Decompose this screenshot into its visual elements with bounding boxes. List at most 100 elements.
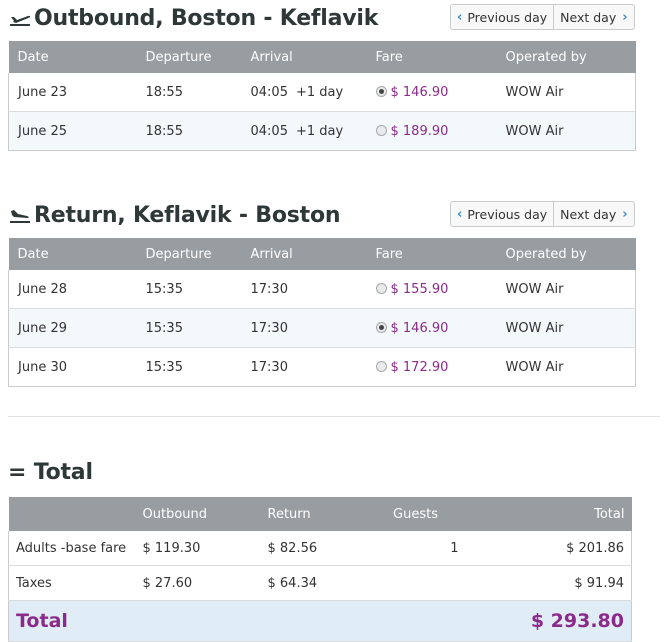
outbound-cell: $ 119.30 — [135, 531, 261, 566]
outbound-title: Outbound, Boston - Keflavik — [34, 5, 379, 31]
table-row: June 28 15:35 17:30 $ 155.90 WOW Air — [8, 270, 636, 309]
return-previous-day-button[interactable]: ‹ Previous day — [451, 202, 553, 226]
arrival-cell: 17:30 — [241, 270, 367, 309]
plane-takeoff-icon — [10, 15, 31, 26]
date-cell: June 29 — [8, 308, 137, 348]
col-fare: Fare — [366, 41, 497, 73]
operator-cell: WOW Air — [496, 308, 636, 348]
departure-cell: 15:35 — [136, 308, 242, 348]
date-cell: June 28 — [8, 270, 137, 309]
col-arrival: Arrival — [241, 238, 367, 270]
col-total: Total — [465, 497, 632, 531]
chevron-left-icon: ‹ — [457, 206, 463, 222]
grand-total-value: $ 293.80 — [365, 600, 632, 642]
outbound-cell: $ 27.60 — [135, 565, 261, 601]
table-row: June 25 18:55 04:05 +1 day $ 189.90 WOW A… — [8, 111, 636, 151]
outbound-day-nav: ‹ Previous day Next day › — [450, 4, 635, 30]
total-table: Outbound Return Guests Total Adults -bas… — [8, 497, 632, 642]
col-departure: Departure — [136, 41, 242, 73]
row-label: Taxes — [8, 565, 136, 601]
fare-price: $ 155.90 — [390, 281, 449, 297]
operator-cell: WOW Air — [496, 73, 636, 112]
fare-price: $ 189.90 — [390, 123, 449, 139]
col-return: Return — [260, 497, 366, 531]
grand-total-row: Total $ 293.80 — [8, 600, 632, 642]
return-heading: Return, Keflavik - Boston — [8, 199, 341, 231]
date-cell: June 25 — [8, 111, 137, 151]
guests-cell: 1 — [365, 531, 466, 566]
chevron-left-icon: ‹ — [457, 9, 463, 25]
departure-cell: 15:35 — [136, 347, 242, 387]
arrival-cell: 04:05 +1 day — [241, 111, 367, 151]
operator-cell: WOW Air — [496, 111, 636, 151]
fare-radio[interactable] — [375, 360, 387, 372]
fare-radio[interactable] — [375, 124, 387, 136]
table-row: Adults -base fare $ 119.30 $ 82.56 1 $ 2… — [8, 531, 632, 566]
arrival-cell: 17:30 — [241, 347, 367, 387]
arrival-time: 04:05 — [250, 84, 288, 100]
outbound-previous-day-button[interactable]: ‹ Previous day — [451, 5, 553, 29]
fare-cell[interactable]: $ 146.90 — [366, 308, 497, 348]
return-flights-table: Date Departure Arrival Fare Operated by … — [8, 238, 636, 387]
date-cell: June 30 — [8, 347, 137, 387]
table-row: Taxes $ 27.60 $ 64.34 $ 91.94 — [8, 565, 632, 601]
fare-price: $ 146.90 — [390, 84, 449, 100]
table-row: June 23 18:55 04:05 +1 day $ 146.90 WOW A… — [8, 73, 636, 112]
fare-radio-selected[interactable] — [375, 85, 387, 97]
arrival-cell: 17:30 — [241, 308, 367, 348]
fare-cell[interactable]: $ 172.90 — [366, 347, 497, 387]
departure-cell: 15:35 — [136, 270, 242, 309]
departure-cell: 18:55 — [136, 111, 242, 151]
col-date: Date — [8, 238, 137, 270]
return-next-day-button[interactable]: Next day › — [553, 202, 633, 226]
departure-cell: 18:55 — [136, 73, 242, 112]
return-title: Return, Keflavik - Boston — [34, 202, 341, 228]
return-cell: $ 82.56 — [260, 531, 366, 566]
fare-cell[interactable]: $ 155.90 — [366, 270, 497, 309]
operator-cell: WOW Air — [496, 347, 636, 387]
operator-cell: WOW Air — [496, 270, 636, 309]
col-label — [8, 497, 136, 531]
col-operated-by: Operated by — [496, 41, 636, 73]
return-cell: $ 64.34 — [260, 565, 366, 601]
col-fare: Fare — [366, 238, 497, 270]
col-outbound: Outbound — [135, 497, 261, 531]
arrival-cell: 04:05 +1 day — [241, 73, 367, 112]
plane-landing-icon — [10, 210, 30, 223]
arrival-day-note: +1 day — [295, 123, 344, 139]
fare-price: $ 146.90 — [390, 320, 449, 336]
guests-cell — [365, 565, 466, 601]
next-day-label: Next day — [560, 206, 617, 222]
table-row: June 29 15:35 17:30 $ 146.90 WOW Air — [8, 308, 636, 348]
fare-radio[interactable] — [375, 282, 387, 294]
total-heading: = Total — [8, 456, 93, 488]
fare-radio-selected[interactable] — [375, 321, 387, 333]
fare-cell[interactable]: $ 189.90 — [366, 111, 497, 151]
section-divider — [8, 416, 660, 417]
col-operated-by: Operated by — [496, 238, 636, 270]
col-date: Date — [8, 41, 137, 73]
total-cell: $ 201.86 — [465, 531, 632, 566]
date-cell: June 23 — [8, 73, 137, 112]
total-cell: $ 91.94 — [465, 565, 632, 601]
outbound-flights-table: Date Departure Arrival Fare Operated by … — [8, 41, 636, 151]
previous-day-label: Previous day — [467, 206, 548, 222]
total-title: = Total — [8, 459, 93, 485]
next-day-label: Next day — [560, 9, 617, 25]
arrival-time: 04:05 — [250, 123, 288, 139]
return-day-nav: ‹ Previous day Next day › — [450, 201, 635, 227]
arrival-day-note: +1 day — [295, 84, 344, 100]
table-row: June 30 15:35 17:30 $ 172.90 WOW Air — [8, 347, 636, 387]
previous-day-label: Previous day — [467, 9, 548, 25]
outbound-heading: Outbound, Boston - Keflavik — [8, 2, 378, 34]
outbound-next-day-button[interactable]: Next day › — [553, 5, 633, 29]
grand-total-label: Total — [8, 600, 366, 642]
col-departure: Departure — [136, 238, 242, 270]
col-arrival: Arrival — [241, 41, 367, 73]
fare-cell[interactable]: $ 146.90 — [366, 73, 497, 112]
fare-price: $ 172.90 — [390, 359, 449, 375]
col-guests: Guests — [365, 497, 466, 531]
row-label: Adults -base fare — [8, 531, 136, 566]
chevron-right-icon: › — [622, 206, 628, 222]
chevron-right-icon: › — [622, 9, 628, 25]
